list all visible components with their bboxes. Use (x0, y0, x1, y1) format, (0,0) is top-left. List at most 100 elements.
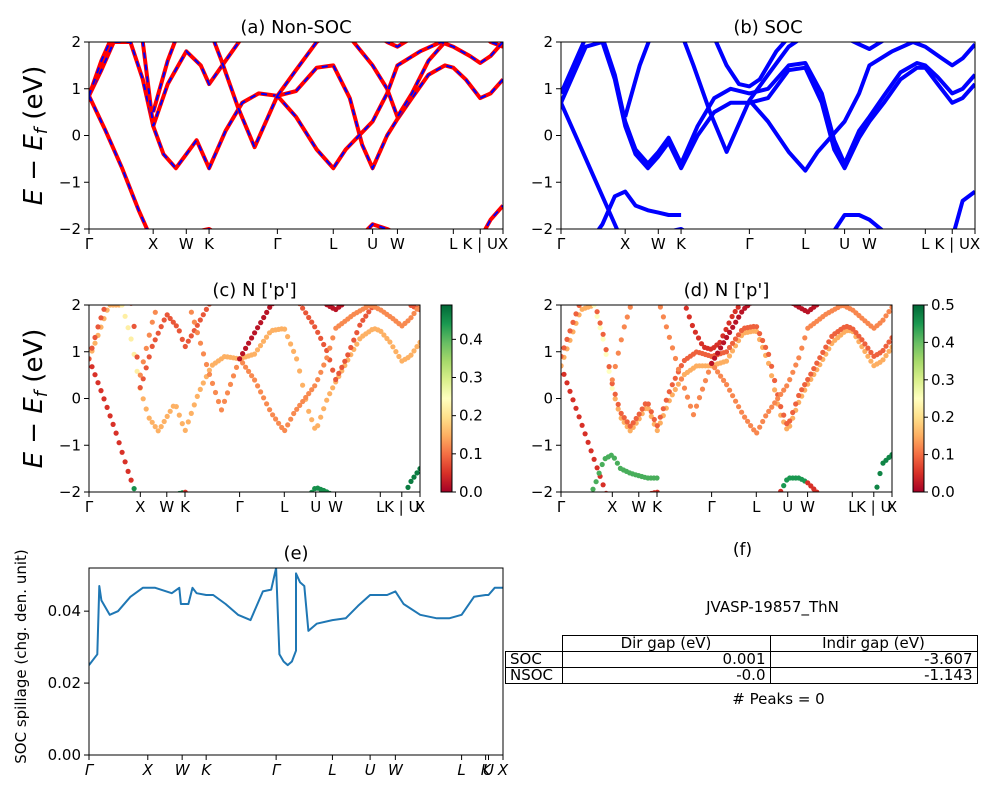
projection-point (116, 440, 122, 446)
projection-point (624, 314, 630, 320)
y-axis-label-unit: (eV) (19, 329, 49, 391)
y-tick-label: 0.00 (48, 746, 81, 764)
projection-point (778, 488, 784, 492)
projection-point (886, 339, 892, 345)
projection-point (249, 335, 255, 341)
y-tick-label: −2 (531, 483, 553, 501)
projection-point (599, 461, 605, 468)
x-tick-label: X (887, 498, 897, 516)
projection-point (757, 424, 763, 430)
projection-point (321, 406, 327, 412)
projection-point (663, 397, 669, 403)
projection-point (612, 391, 618, 397)
projection-point (643, 492, 648, 497)
projection-point (261, 395, 267, 401)
projection-point (745, 418, 751, 424)
colorbar-tick-label: 0.0 (459, 483, 483, 501)
x-tick-label: Γ (85, 498, 94, 516)
projection-point (300, 305, 306, 311)
projection-point (324, 355, 330, 361)
projection-point (889, 452, 892, 458)
projection-point (880, 347, 886, 354)
band-line (151, 42, 503, 171)
projection-point (321, 362, 327, 368)
projection-point (200, 380, 206, 386)
projection-point (793, 401, 799, 407)
projection-point (865, 353, 871, 359)
projection-point (594, 313, 600, 319)
projection-point (282, 427, 288, 434)
projection-point (176, 412, 182, 418)
y-axis-label-minus: − (19, 151, 49, 189)
projection-point (237, 356, 243, 362)
projection-point (862, 341, 868, 347)
projection-point (627, 305, 633, 310)
projection-point (161, 317, 167, 323)
projection-point (742, 414, 748, 420)
projection-point (321, 300, 326, 305)
projection-point (149, 419, 155, 425)
y-tick-label: −1 (59, 436, 81, 454)
projection-point (814, 489, 820, 492)
projection-point (690, 412, 697, 418)
projection-point (820, 349, 826, 355)
projection-point (880, 357, 886, 363)
projection-point (303, 394, 309, 401)
projection-point (206, 371, 213, 377)
x-tick-label: X (148, 235, 158, 253)
projection-point (125, 325, 131, 331)
projection-point (194, 393, 200, 399)
y-tick-label: 0.04 (48, 602, 81, 620)
projection-point (128, 336, 134, 342)
projection-point (730, 324, 736, 330)
projection-point (143, 345, 149, 351)
projection-point (593, 479, 599, 485)
projection-point (787, 418, 793, 424)
projection-point (689, 322, 696, 329)
x-tick-label: W (651, 235, 666, 253)
projection-point (243, 345, 249, 351)
projection-point (889, 344, 892, 350)
projection-point (660, 406, 666, 412)
x-tick-label: X (415, 498, 425, 516)
x-tick-label: W (159, 498, 174, 516)
projection-point (243, 364, 249, 370)
projection-point (152, 309, 158, 315)
y-axis-label-e: E (19, 451, 49, 468)
projection-point (877, 470, 883, 477)
projection-point (732, 336, 739, 342)
projection-point (158, 324, 164, 330)
x-tick-label: Γ (557, 235, 566, 253)
projection-point (784, 383, 790, 389)
projection-point (98, 388, 104, 394)
band-line (596, 189, 682, 229)
projection-point (561, 371, 567, 377)
x-tick-label: Γ (273, 235, 282, 253)
projection-point (309, 417, 315, 423)
projection-point (411, 310, 417, 317)
projection-point (736, 314, 742, 320)
x-tick-label: L (449, 235, 458, 253)
projection-point (592, 298, 597, 303)
x-tick-label: Γ (707, 498, 716, 516)
projection-point (146, 354, 152, 360)
projection-point (645, 401, 651, 407)
projection-point (865, 345, 871, 351)
projection-point (726, 344, 733, 351)
x-tick-label: W (388, 761, 404, 779)
projection-point (122, 313, 128, 319)
projection-point (258, 389, 264, 395)
projection-point (414, 306, 420, 312)
projection-point (579, 422, 585, 428)
projection-point (137, 385, 143, 391)
projection-point (200, 312, 206, 318)
projection-point (343, 305, 346, 306)
projection-point (621, 415, 627, 421)
projection-point (285, 422, 291, 428)
projection-point (263, 334, 270, 340)
projection-point (754, 324, 760, 330)
projection-point (285, 334, 291, 340)
projection-point (137, 372, 143, 378)
projection-point (324, 397, 330, 403)
projection-point (695, 335, 702, 341)
